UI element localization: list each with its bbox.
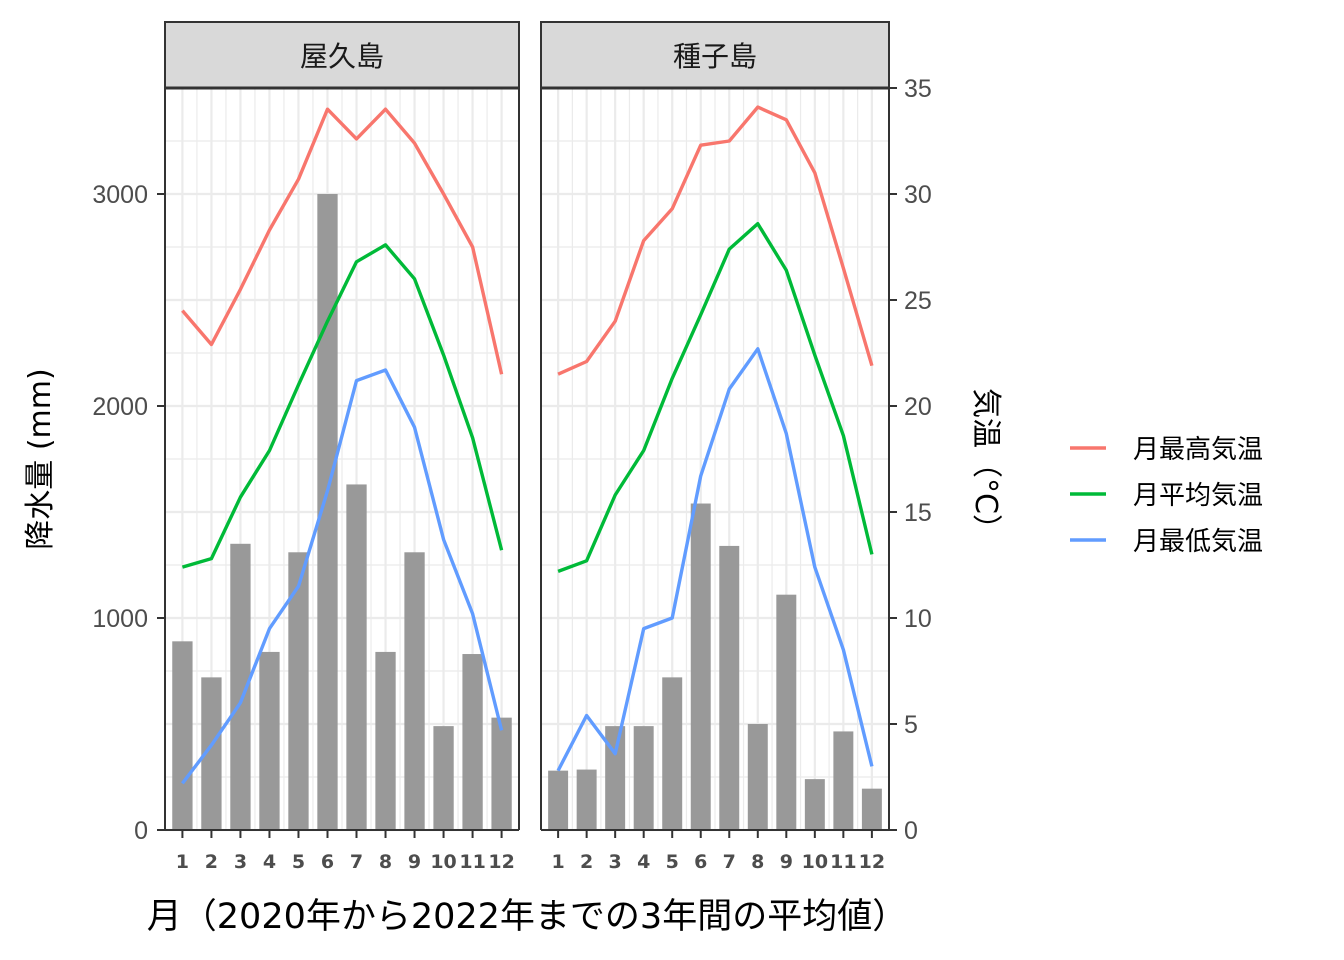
y-right-tick-label: 10	[904, 605, 932, 633]
y-right-tick-label: 0	[904, 817, 918, 845]
y-left-tick-label: 3000	[92, 181, 148, 209]
x-tick-label: 4	[263, 851, 276, 873]
legend-label: 月最高気温	[1133, 435, 1263, 465]
x-tick-label: 11	[830, 851, 856, 873]
precipitation-bar	[317, 194, 338, 830]
facet-strip	[164, 21, 520, 89]
precipitation-bar	[804, 779, 825, 830]
series-line	[556, 347, 874, 772]
y-right-tick-label: 5	[904, 711, 918, 739]
x-tick-label: 5	[292, 851, 305, 873]
x-tick-label: 7	[350, 851, 363, 873]
y-left-tick-label: 0	[134, 817, 148, 845]
facet-panel-2	[540, 21, 890, 838]
precipitation-bar	[230, 543, 251, 830]
x-tick-label: 8	[751, 851, 764, 873]
precipitation-bar	[662, 677, 683, 830]
x-tick-label: 2	[205, 851, 218, 873]
series-line	[557, 105, 874, 376]
precipitation-bar	[462, 654, 483, 830]
precipitation-bar	[576, 769, 597, 830]
x-tick-label: 6	[321, 851, 334, 873]
y-left-tick-label: 2000	[92, 393, 148, 421]
x-tick-label: 5	[666, 851, 679, 873]
x-tick-label: 12	[859, 851, 885, 873]
x-tick-label: 2	[580, 851, 593, 873]
y-right-axis-title: 気温（°C）	[968, 388, 1003, 544]
precipitation-bar	[172, 641, 193, 830]
x-tick-label: 1	[551, 851, 564, 873]
precipitation-bar	[719, 545, 740, 830]
precipitation-bar	[633, 726, 654, 830]
legend-label: 月最低気温	[1133, 527, 1263, 557]
x-tick-label: 9	[780, 851, 793, 873]
y-left-axis-title: 降水量 (mm)	[23, 368, 58, 549]
y-right-tick-label: 20	[904, 393, 932, 421]
precipitation-bar	[861, 788, 882, 830]
y-right-tick-label: 35	[904, 75, 932, 103]
precipitation-bar	[346, 484, 367, 830]
facet-strip-label: 種子島	[673, 40, 757, 73]
facet-strip	[540, 21, 890, 89]
x-tick-label: 3	[234, 851, 247, 873]
series-line	[181, 107, 504, 375]
facet-panel-1	[164, 21, 520, 838]
precipitation-bar	[288, 552, 309, 830]
x-tick-label: 7	[723, 851, 736, 873]
facet-strip-label: 屋久島	[300, 40, 384, 73]
precipitation-bar	[548, 770, 569, 830]
y-right-tick-label: 15	[904, 499, 932, 527]
precipitation-bar	[690, 503, 711, 830]
y-left-tick-label: 1000	[92, 605, 148, 633]
x-tick-label: 12	[488, 851, 514, 873]
precipitation-bar	[747, 724, 768, 830]
precipitation-bar	[259, 651, 280, 830]
y-right-tick-label: 30	[904, 181, 932, 209]
precipitation-bar	[433, 726, 454, 830]
x-tick-label: 6	[694, 851, 707, 873]
legend-label: 月平均気温	[1133, 481, 1263, 511]
precipitation-bar	[201, 677, 222, 830]
x-tick-label: 9	[408, 851, 421, 873]
x-tick-label: 11	[459, 851, 485, 873]
x-tick-label: 1	[176, 851, 189, 873]
series-line	[557, 221, 874, 573]
x-tick-label: 10	[430, 851, 456, 873]
precipitation-bar	[776, 594, 797, 830]
x-tick-label: 4	[637, 851, 650, 873]
x-tick-label: 10	[802, 851, 828, 873]
x-axis-title: 月（2020年から2022年までの3年間の平均値）	[147, 897, 907, 937]
x-tick-label: 3	[609, 851, 622, 873]
y-right-tick-label: 25	[904, 287, 932, 315]
precipitation-bar	[605, 726, 626, 830]
x-tick-label: 8	[379, 851, 392, 873]
precipitation-bar	[491, 717, 512, 830]
series-line	[181, 243, 504, 569]
precipitation-bar	[375, 651, 396, 830]
precipitation-bar	[833, 731, 854, 830]
precipitation-bar	[404, 552, 425, 830]
series-line	[181, 368, 504, 785]
